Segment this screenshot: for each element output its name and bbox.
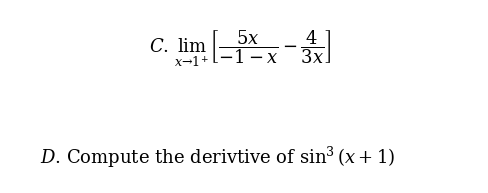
Text: $\it{C}$. $\lim_{x \to 1^+}$$\left[\dfrac{5x}{-1-x} - \dfrac{4}{3x}\right]$: $\it{C}$. $\lim_{x \to 1^+}$$\left[\dfra… (149, 29, 331, 69)
Text: $\it{D}$. Compute the derivtive of $\sin^3(x+1)$: $\it{D}$. Compute the derivtive of $\sin… (40, 145, 395, 170)
